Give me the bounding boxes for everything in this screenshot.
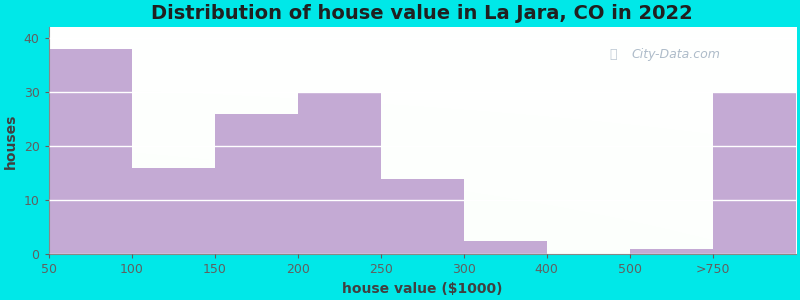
- Bar: [49, 49, 132, 254]
- Bar: [298, 92, 381, 254]
- Bar: [381, 179, 464, 254]
- Text: 🔍: 🔍: [609, 48, 617, 61]
- Title: Distribution of house value in La Jara, CO in 2022: Distribution of house value in La Jara, …: [151, 4, 693, 23]
- X-axis label: house value ($1000): house value ($1000): [342, 282, 502, 296]
- Bar: [713, 92, 796, 254]
- Bar: [464, 241, 546, 254]
- Y-axis label: houses: houses: [4, 113, 18, 169]
- Bar: [132, 168, 214, 254]
- Bar: [630, 249, 713, 254]
- Bar: [214, 114, 298, 254]
- Text: City-Data.com: City-Data.com: [631, 48, 720, 61]
